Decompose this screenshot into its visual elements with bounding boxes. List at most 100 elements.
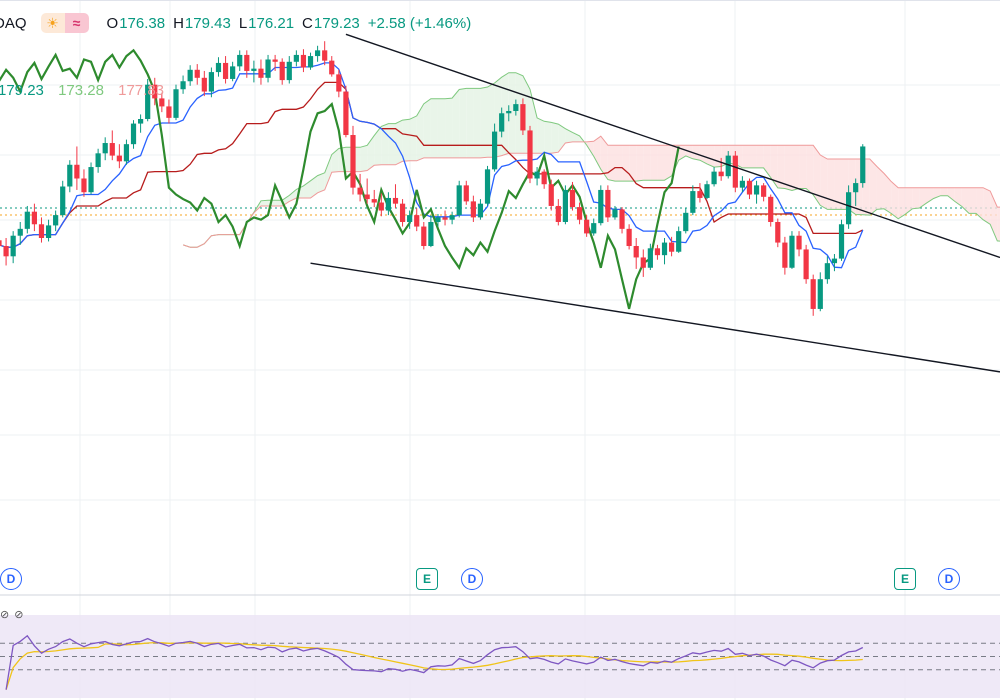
cloud-segment: [997, 207, 1000, 242]
candle-body: [520, 104, 526, 131]
cloud-segment: [749, 145, 757, 168]
candlestick-series[interactable]: [0, 41, 866, 316]
dividend-marker[interactable]: D: [0, 568, 22, 590]
base-value: 173.28: [58, 82, 104, 99]
cloud-segment: [416, 103, 424, 161]
candle-body: [17, 228, 23, 236]
cloud-segment: [600, 136, 608, 180]
candle-body: [208, 72, 214, 92]
cloud-segment: [551, 122, 559, 154]
candle-body: [492, 131, 498, 170]
candle-body: [38, 224, 45, 238]
candle-body: [180, 81, 186, 90]
cloud-segment: [260, 200, 269, 206]
change-value: +2.58 (+1.46%): [367, 14, 472, 32]
candle-body: [10, 235, 16, 257]
cloud-segment: [459, 88, 467, 158]
cloud-segment: [593, 136, 601, 170]
cloud-segment: [402, 119, 410, 162]
candle-body: [435, 217, 441, 222]
candle-body: [690, 191, 696, 213]
lagging-value: 177.83: [118, 82, 165, 99]
candle-body: [300, 54, 307, 68]
cloud-segment: [275, 200, 283, 206]
low-value: 176.21: [248, 14, 295, 32]
cloud-segment: [473, 88, 481, 158]
cloud-segment: [367, 135, 375, 171]
cloud-segment: [884, 173, 892, 214]
candle-body: [711, 171, 717, 185]
candle-body: [159, 98, 165, 107]
cloud-segment: [480, 86, 488, 158]
cloud-segment: [572, 132, 580, 142]
cloud-segment: [976, 187, 984, 220]
indicator-badges[interactable]: ☀ ≈: [40, 13, 89, 33]
candle-body: [569, 189, 576, 208]
cloud-segment: [657, 145, 665, 181]
cloud-segment: [784, 145, 792, 191]
candle-body: [378, 202, 384, 211]
cloud-segment: [947, 187, 955, 202]
cloud-segment: [395, 120, 403, 165]
candle-body: [95, 153, 101, 168]
cloud-segment: [714, 145, 722, 168]
candle-body: [251, 68, 257, 71]
base-line: [0, 81, 864, 248]
dividend-marker[interactable]: D: [938, 568, 960, 590]
candle-body: [3, 246, 9, 257]
earnings-marker[interactable]: E: [894, 568, 916, 590]
candle-body: [60, 186, 66, 216]
wave-icon[interactable]: ≈: [64, 13, 89, 33]
dividend-marker[interactable]: D: [461, 568, 483, 590]
candle-body: [470, 201, 476, 218]
candle-body: [789, 235, 795, 268]
candle-body: [598, 189, 604, 224]
candle-body: [350, 135, 356, 188]
candle-body: [357, 187, 363, 195]
cloud-segment: [820, 155, 828, 210]
candle-body: [442, 217, 448, 220]
candle-body: [315, 50, 321, 57]
candle-body: [640, 257, 646, 268]
candle-body: [166, 106, 172, 118]
cloud-segment: [360, 145, 368, 172]
leading-span-a: [182, 72, 1000, 248]
cloud-segment: [983, 187, 991, 225]
candle-body: [109, 143, 115, 156]
candle-body: [31, 211, 37, 225]
candle-body: [173, 89, 179, 118]
hide-indicator-icon[interactable]: ⊘: [0, 609, 10, 621]
cloud-segment: [898, 187, 906, 219]
candle-body: [654, 248, 661, 256]
rsi-pane-controls[interactable]: ⊘ ⊘: [0, 608, 30, 622]
sun-icon[interactable]: ☀: [40, 13, 65, 33]
cloud-segment: [409, 115, 417, 161]
close-value: 179.23: [313, 14, 360, 32]
candle-body: [145, 84, 151, 119]
candle-body: [286, 61, 292, 81]
candle-body: [449, 215, 455, 220]
cloud-segment: [437, 98, 446, 158]
cloud-segment: [501, 72, 509, 156]
candle-body: [53, 215, 59, 226]
candle-body: [152, 84, 158, 99]
candle-body: [513, 104, 519, 111]
hide-indicator-icon[interactable]: ⊘: [14, 609, 24, 621]
symbol-label[interactable]: DAQ: [0, 14, 27, 32]
open-label: O: [106, 14, 119, 32]
candle-body: [817, 279, 823, 309]
rsi-pane[interactable]: [0, 615, 1000, 698]
cloud-segment: [799, 145, 807, 189]
earnings-marker[interactable]: E: [416, 568, 438, 590]
cloud-segment: [586, 141, 594, 157]
rsi-line: [5, 634, 864, 690]
candle-body: [669, 242, 675, 252]
trendlines[interactable]: [310, 33, 1000, 373]
candle-body: [796, 235, 802, 250]
candle-body: [414, 215, 420, 227]
cloud-segment: [331, 148, 339, 173]
candle-body: [123, 144, 130, 162]
cloud-segment: [912, 187, 920, 209]
